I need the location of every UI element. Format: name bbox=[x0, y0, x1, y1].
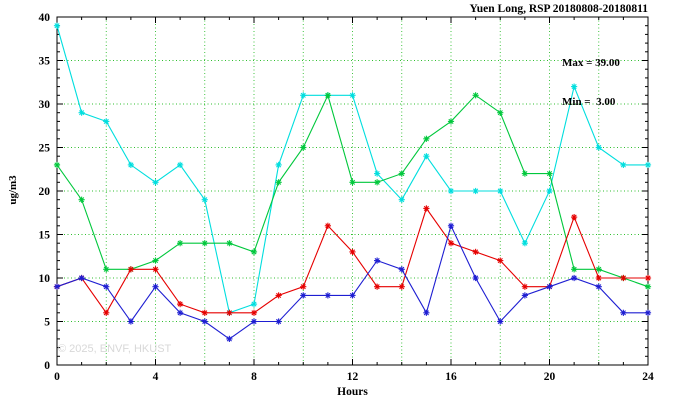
x-tick-label: 8 bbox=[251, 371, 257, 383]
x-tick-label: 0 bbox=[54, 371, 60, 383]
y-tick-label: 10 bbox=[39, 273, 51, 285]
y-axis-label: ug/m3 bbox=[7, 175, 19, 205]
axis-ticks bbox=[56, 16, 649, 366]
y-tick-label: 35 bbox=[39, 56, 51, 68]
tick-labels: 0 4 8 12 16 20 24 0 5 10 15 20 25 30 35 40 bbox=[39, 12, 655, 383]
y-tick-label: 30 bbox=[39, 99, 51, 111]
y-tick-label: 0 bbox=[44, 360, 50, 372]
y-tick-label: 25 bbox=[39, 143, 51, 155]
x-tick-label: 24 bbox=[642, 371, 654, 383]
series-blue bbox=[53, 222, 652, 342]
watermark: © 2025, ENVF, HKUST bbox=[58, 343, 172, 355]
y-tick-label: 15 bbox=[39, 230, 51, 242]
y-tick-label: 5 bbox=[44, 317, 50, 329]
plot-frame bbox=[56, 16, 649, 366]
x-tick-label: 20 bbox=[544, 371, 556, 383]
chart-title: Yuen Long, RSP 20180808-20180811 bbox=[469, 3, 649, 15]
x-tick-label: 4 bbox=[153, 371, 159, 383]
max-annotation: Max = 39.00 bbox=[562, 57, 620, 69]
x-axis-label: Hours bbox=[337, 386, 368, 398]
y-tick-label: 40 bbox=[39, 12, 51, 24]
min-annotation: Min = 3.00 bbox=[562, 96, 616, 108]
series-cyan bbox=[53, 22, 652, 316]
grid-lines bbox=[57, 17, 648, 365]
y-tick-label: 20 bbox=[39, 186, 51, 198]
x-tick-label: 12 bbox=[347, 371, 359, 383]
max-min-annotation: Max = 39.00 Min = 3.00 bbox=[562, 31, 620, 135]
x-tick-label: 16 bbox=[445, 371, 457, 383]
